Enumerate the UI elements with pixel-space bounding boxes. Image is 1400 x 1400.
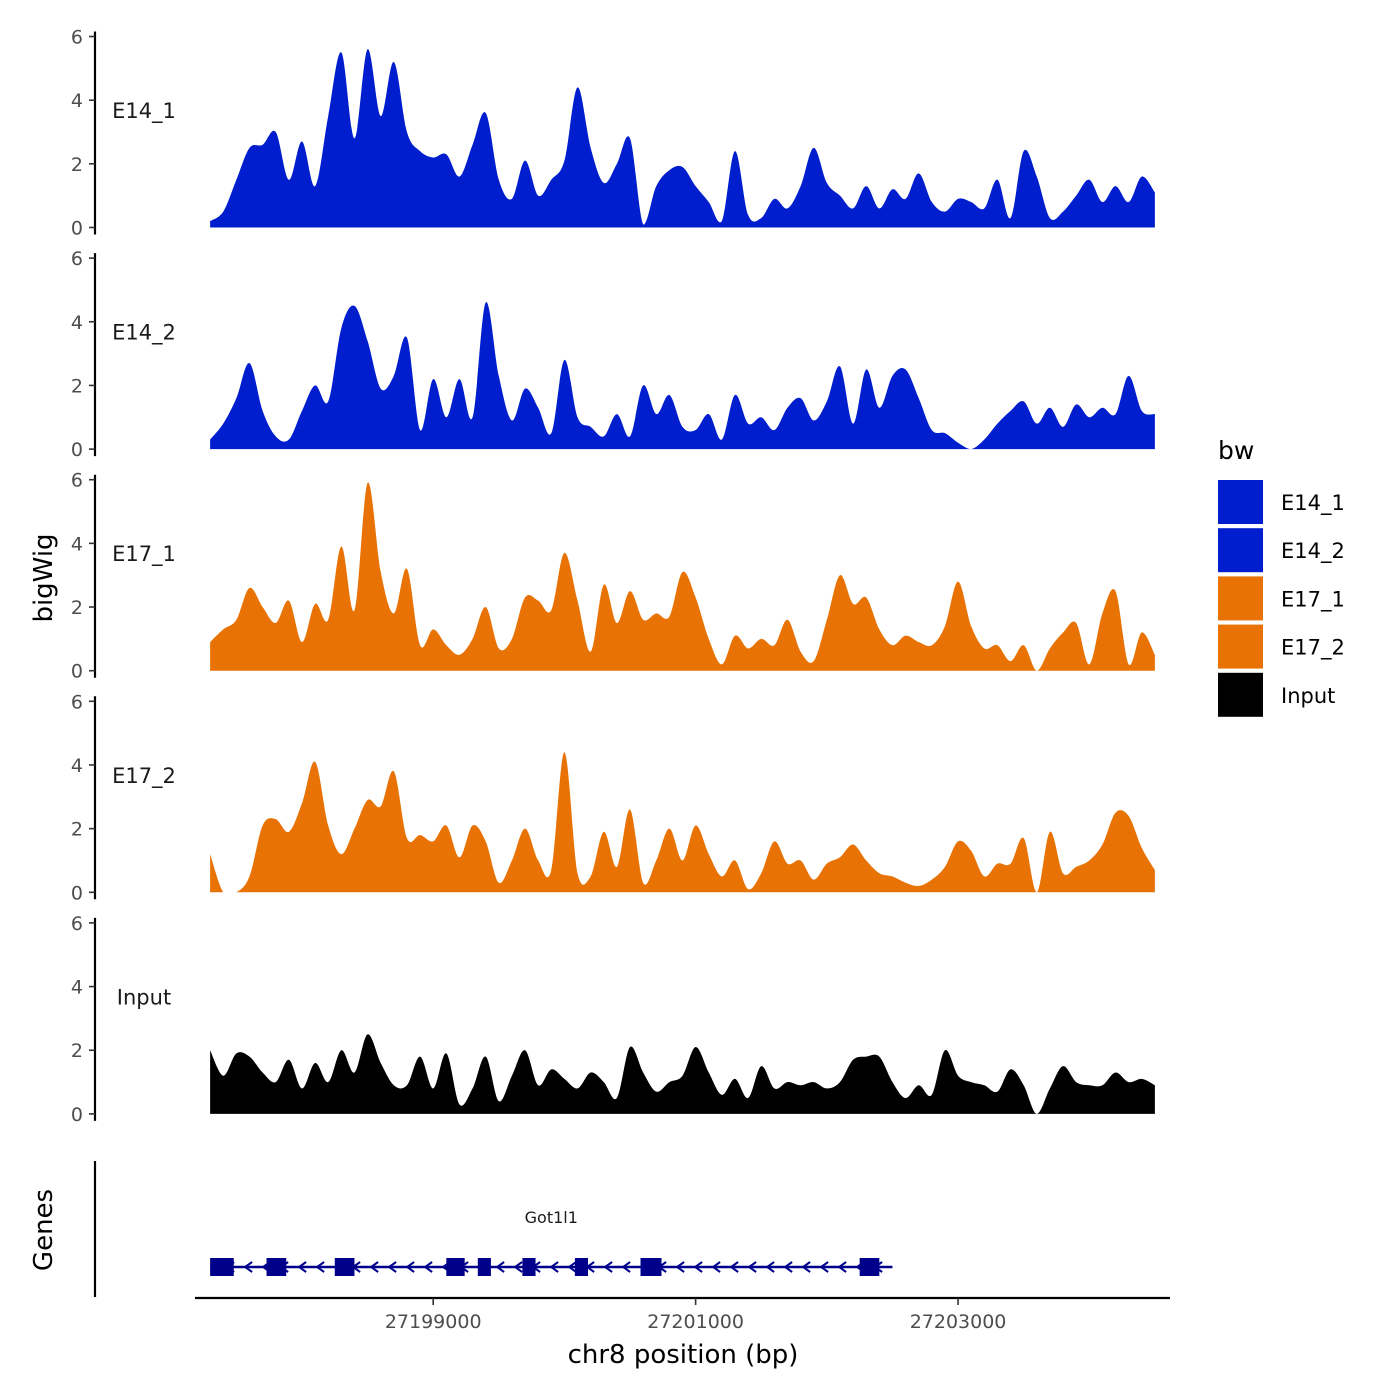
strand-arrow (837, 1261, 847, 1273)
track-label: E17_2 (112, 764, 176, 789)
gene-exon (477, 1258, 491, 1276)
strand-arrow (747, 1261, 757, 1273)
strand-arrow (675, 1261, 685, 1273)
y-tick-label: 6 (71, 913, 83, 935)
gene-exon (640, 1258, 662, 1276)
y-tick-label: 6 (71, 248, 83, 270)
track-Input: 0 2 4 6 Input (71, 913, 1155, 1126)
y-tick-label: 0 (71, 661, 83, 683)
strand-arrow (819, 1261, 829, 1273)
strand-arrow (729, 1261, 739, 1273)
legend-label: E14_2 (1281, 539, 1345, 564)
coverage-area-Input (210, 1034, 1155, 1114)
gene-track: Got1l1 (93, 1161, 893, 1297)
strand-arrow (405, 1261, 415, 1273)
gene-exon (859, 1258, 880, 1276)
coverage-area-E17_1 (210, 482, 1155, 671)
strand-arrow (423, 1261, 433, 1273)
y-tick-label: 0 (71, 218, 83, 240)
track-E17_2: 0 2 4 6 E17_2 (71, 691, 1155, 904)
legend: bw E14_1 E14_2 E17_1 E17_2 Input (1218, 436, 1345, 717)
x-tick-label: 27199000 (385, 1311, 482, 1333)
strand-arrow (315, 1261, 325, 1273)
coverage-tracks: 0 2 4 6 E14_1 0 2 4 6 E14_2 0 2 4 6 E17_1 0 2 4 6 E17_2 0 2 4 6… (71, 27, 1155, 1126)
x-axis-title: chr8 position (bp) (568, 1340, 799, 1370)
y-tick-label: 4 (71, 533, 83, 555)
gene-exon (334, 1258, 355, 1276)
y-tick-label: 0 (71, 882, 83, 904)
coverage-area-E14_1 (210, 49, 1155, 228)
strand-arrow (693, 1261, 703, 1273)
legend-label: Input (1281, 684, 1335, 708)
y-tick-label: 2 (71, 375, 83, 397)
y-tick-label: 6 (71, 470, 83, 492)
gene-exon (266, 1258, 287, 1276)
gene-exon (446, 1258, 465, 1276)
y-tick-label: 0 (71, 439, 83, 461)
y-tick-label: 4 (71, 90, 83, 112)
y-tick-label: 4 (71, 755, 83, 777)
y-tick-label: 6 (71, 691, 83, 713)
coverage-area-E14_2 (210, 302, 1155, 450)
coverage-area-E17_2 (210, 752, 1155, 893)
strand-arrow (549, 1261, 559, 1273)
legend-swatch-E14_2 (1218, 528, 1263, 573)
strand-arrow (513, 1261, 523, 1273)
strand-arrow (567, 1261, 577, 1273)
legend-title: bw (1218, 436, 1254, 465)
legend-label: E14_1 (1281, 491, 1345, 516)
y-tick-label: 2 (71, 1040, 83, 1062)
y-tick-label: 2 (71, 597, 83, 619)
legend-swatch-E17_2 (1218, 624, 1263, 669)
y-tick-label: 6 (71, 27, 83, 49)
gene-exon (522, 1258, 536, 1276)
gene-exon (574, 1258, 589, 1276)
y-tick-label: 0 (71, 1104, 83, 1126)
genes-axis-title: Genes (29, 1189, 59, 1271)
track-label: E17_1 (112, 542, 176, 567)
x-tick-label: 27201000 (647, 1311, 744, 1333)
strand-arrow (369, 1261, 379, 1273)
track-E17_1: 0 2 4 6 E17_1 (71, 470, 1155, 683)
legend-swatch-E14_1 (1218, 480, 1263, 524)
strand-arrow (621, 1261, 631, 1273)
strand-arrow (711, 1261, 721, 1273)
legend-swatch-E17_1 (1218, 576, 1263, 621)
track-label: Input (117, 985, 171, 1009)
strand-arrow (765, 1261, 775, 1273)
y-tick-label: 4 (71, 977, 83, 999)
x-tick-label: 27203000 (910, 1311, 1007, 1333)
y-axis-title: bigWig (29, 533, 59, 622)
strand-arrow (387, 1261, 397, 1273)
track-E14_2: 0 2 4 6 E14_2 (71, 248, 1155, 461)
x-axis: 27199000 27201000 27203000 (195, 1296, 1170, 1333)
track-E14_1: 0 2 4 6 E14_1 (71, 27, 1155, 240)
y-tick-label: 4 (71, 312, 83, 334)
strand-arrow (495, 1261, 505, 1273)
y-tick-label: 2 (71, 154, 83, 176)
legend-label: E17_2 (1281, 636, 1345, 661)
strand-arrow (603, 1261, 613, 1273)
legend-label: E17_1 (1281, 587, 1345, 612)
strand-arrow (297, 1261, 307, 1273)
y-tick-label: 2 (71, 819, 83, 841)
gene-name-label: Got1l1 (525, 1208, 578, 1227)
legend-swatch-Input (1218, 672, 1263, 717)
strand-arrow (783, 1261, 793, 1273)
track-label: E14_1 (112, 99, 176, 124)
strand-arrow (243, 1261, 253, 1273)
gene-exon (210, 1258, 234, 1276)
strand-arrow (801, 1261, 811, 1273)
track-label: E14_2 (112, 321, 176, 346)
